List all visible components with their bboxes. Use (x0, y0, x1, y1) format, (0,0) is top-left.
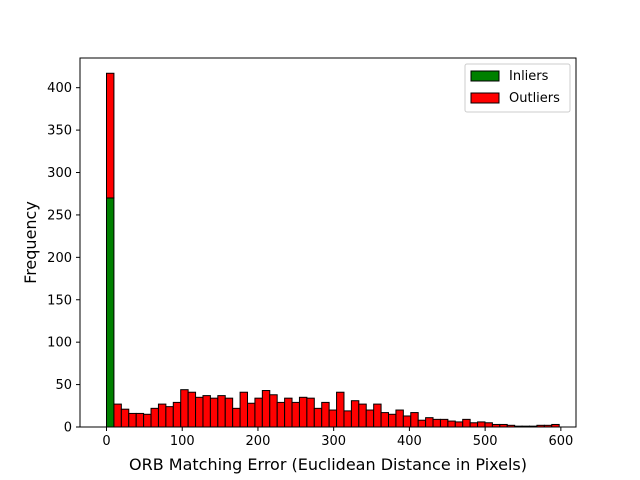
histogram-bar-outliers (462, 418, 471, 428)
histogram-bar-outliers (180, 389, 189, 428)
histogram-bar-outliers (432, 418, 441, 428)
histogram-bar-outliers (165, 406, 174, 428)
x-tick-label: 200 (246, 434, 271, 449)
y-tick-label: 250 (47, 208, 72, 223)
histogram-bar-outliers (402, 415, 412, 428)
histogram-bar-outliers (306, 397, 315, 428)
y-tick-label: 300 (47, 166, 72, 181)
histogram-bar-outliers (439, 418, 449, 428)
histogram-bar-outliers (128, 412, 137, 428)
plot-frame (79, 57, 577, 428)
histogram-bar-outliers (328, 409, 338, 428)
histogram-bar-outliers (469, 422, 479, 428)
histogram-bar-outliers (388, 413, 397, 428)
histogram-bar-outliers (447, 420, 456, 428)
x-tick-label: 0 (102, 434, 110, 449)
histogram-bar-outliers (484, 422, 493, 428)
histogram-bar-outliers (343, 410, 352, 428)
histogram-bar-outliers (373, 403, 382, 428)
legend-label-outliers: Outliers (509, 91, 560, 106)
histogram-bar-outliers (269, 394, 278, 428)
histogram-bar-outliers (410, 412, 419, 428)
histogram-bar-outliers (209, 397, 219, 428)
y-axis-ticks: 0 50 100 150 200 250 300 350 400 (47, 81, 80, 436)
histogram-bar-outliers (284, 397, 293, 428)
legend-swatch-inliers (470, 70, 500, 82)
histogram-bar-outliers (187, 391, 197, 428)
histogram-bar-outliers (365, 409, 375, 428)
legend-swatch-outliers (470, 92, 500, 104)
histogram-bar-outliers (150, 407, 159, 428)
x-tick-label: 600 (548, 434, 573, 449)
histogram-bar-outliers (224, 397, 234, 428)
bars-layer (106, 72, 560, 428)
x-tick-label: 500 (473, 434, 498, 449)
y-tick-label: 400 (47, 81, 72, 96)
histogram-bar-outliers (254, 397, 263, 428)
x-axis-label: ORB Matching Error (Euclidean Distance i… (129, 455, 527, 474)
histogram-bar-outliers (106, 72, 115, 199)
x-tick-label: 100 (170, 434, 195, 449)
y-axis-label: Frequency (21, 201, 40, 284)
histogram-bar-outliers (350, 400, 360, 428)
histogram-bar-outliers (298, 396, 308, 428)
legend-label-inliers: Inliers (509, 69, 549, 84)
x-tick-label: 300 (321, 434, 346, 449)
histogram-bar-outliers (417, 419, 427, 428)
histogram-bar-outliers (321, 401, 330, 428)
histogram-bar-outliers (477, 421, 486, 428)
histogram-bar-outliers (454, 421, 464, 428)
x-tick-label: 400 (397, 434, 422, 449)
histogram-bar-outliers (232, 407, 241, 428)
histogram-bar-outliers (143, 413, 152, 428)
histogram-bar-outliers (157, 403, 167, 428)
y-tick-label: 100 (47, 336, 72, 351)
histogram-bar-outliers (358, 403, 367, 428)
y-tick-label: 200 (47, 251, 72, 266)
histogram-bar-outliers (120, 408, 130, 428)
histogram-bar-outliers (276, 401, 286, 428)
histogram-bar-outliers (217, 395, 226, 428)
histogram-bar-outliers (135, 412, 145, 428)
histogram-bar-outliers (247, 402, 256, 428)
histogram-bar-outliers (291, 401, 300, 428)
y-tick-label: 0 (64, 421, 72, 436)
histogram-bar-outliers (380, 412, 390, 428)
y-tick-label: 150 (47, 293, 72, 308)
histogram-bar-outliers (172, 401, 182, 428)
legend: Inliers Outliers (464, 63, 571, 113)
histogram-bar-outliers (336, 391, 345, 428)
histogram-bar-outliers (395, 409, 404, 428)
y-tick-label: 350 (47, 124, 72, 139)
y-tick-label: 50 (55, 378, 72, 393)
histogram-bar-outliers (239, 391, 249, 428)
x-axis-ticks: 0 100 200 300 400 500 600 (102, 427, 573, 449)
histogram-bar-outliers (425, 417, 434, 428)
histogram-bar-outliers (113, 403, 122, 428)
histogram-bar-outliers (261, 390, 271, 428)
histogram-bar-outliers (195, 396, 204, 428)
histogram-bar-inliers (106, 197, 115, 428)
histogram-bar-outliers (202, 395, 211, 428)
histogram-bar-outliers (313, 407, 323, 428)
